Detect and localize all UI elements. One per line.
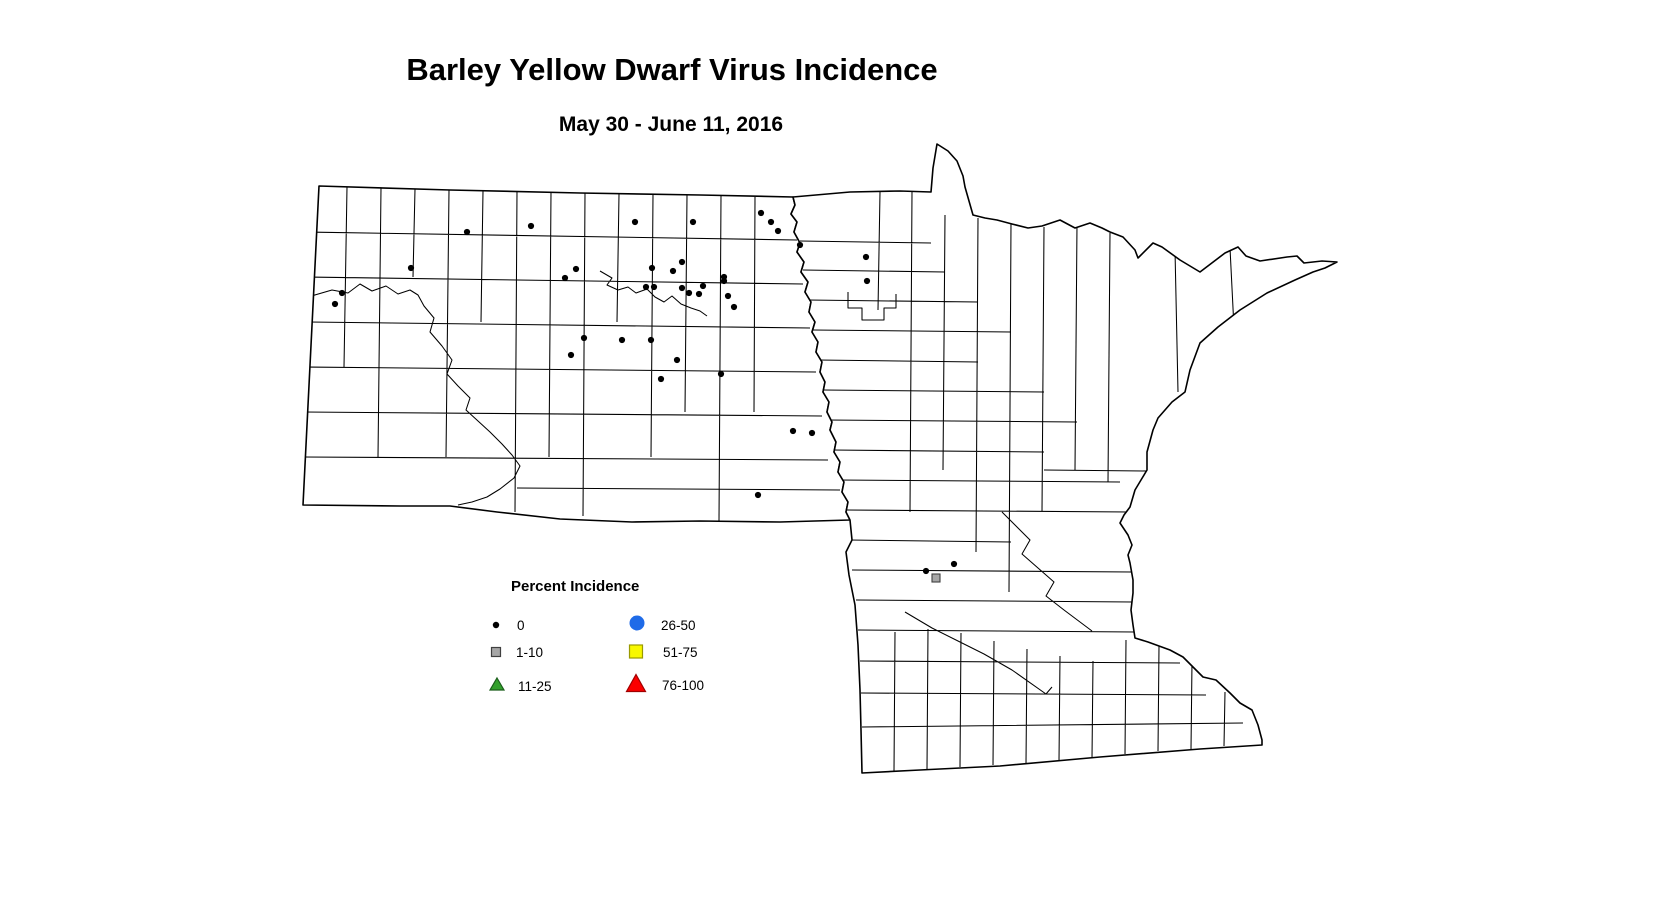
legend-label-26-50: 26-50	[661, 618, 696, 633]
map-point-dot-0	[647, 336, 655, 344]
legend-label-11-25: 11-25	[518, 679, 552, 694]
map-point-dot-0	[618, 336, 626, 344]
map-point-dot-0	[631, 218, 639, 226]
legend-symbol-dot-0	[492, 621, 500, 629]
map-point-dot-0	[657, 375, 665, 383]
map-point-dot-0	[724, 292, 732, 300]
map-point-dot-0	[796, 241, 804, 249]
map-point-dot-0	[648, 264, 656, 272]
map-point-dot-0	[673, 356, 681, 364]
map-point-dot-0	[699, 282, 707, 290]
map-point-dot-0	[789, 427, 797, 435]
map-point-dot-0	[338, 289, 346, 297]
map-point-dot-0	[730, 303, 738, 311]
minnesota-shape	[790, 143, 1338, 774]
map-point-square-1-10	[931, 573, 941, 583]
map-point-dot-0	[720, 277, 728, 285]
map-point-dot-0	[463, 228, 471, 236]
map-point-dot-0	[689, 218, 697, 226]
map-points-layer	[331, 209, 958, 583]
legend-symbol-square-1-10	[490, 646, 502, 658]
map-point-dot-0	[922, 567, 930, 575]
legend-label-1-10: 1-10	[516, 645, 543, 660]
map-point-dot-0	[695, 290, 703, 298]
figure-subtitle: May 30 - June 11, 2016	[559, 113, 783, 136]
map-point-dot-0	[527, 222, 535, 230]
map-point-dot-0	[808, 429, 816, 437]
legend: Percent Incidence 0 1-10 11-25 26-50 51-…	[488, 578, 704, 694]
map-point-dot-0	[678, 284, 686, 292]
map-point-dot-0	[642, 283, 650, 291]
legend-label-0: 0	[517, 618, 525, 633]
map-point-dot-0	[572, 265, 580, 273]
map-point-dot-0	[331, 300, 339, 308]
map-point-dot-0	[757, 209, 765, 217]
map-point-dot-0	[754, 491, 762, 499]
map-point-dot-0	[669, 267, 677, 275]
map-point-dot-0	[950, 560, 958, 568]
map-point-dot-0	[407, 264, 415, 272]
legend-title: Percent Incidence	[511, 578, 639, 595]
map-point-dot-0	[767, 218, 775, 226]
map-point-dot-0	[678, 258, 686, 266]
legend-symbol-triangle-76-100	[625, 673, 647, 693]
map-point-dot-0	[717, 370, 725, 378]
figure-title: Barley Yellow Dwarf Virus Incidence	[406, 52, 937, 87]
map-point-dot-0	[774, 227, 782, 235]
map-point-dot-0	[580, 334, 588, 342]
map-point-dot-0	[561, 274, 569, 282]
legend-label-76-100: 76-100	[662, 678, 704, 693]
map-point-dot-0	[685, 289, 693, 297]
minnesota-county-lines	[799, 191, 1244, 772]
legend-symbol-square-51-75	[628, 644, 644, 659]
legend-label-51-75: 51-75	[663, 645, 698, 660]
map-point-dot-0	[863, 277, 871, 285]
legend-symbol-circle-26-50	[629, 615, 645, 631]
map-point-dot-0	[650, 283, 658, 291]
legend-symbol-triangle-11-25	[488, 676, 506, 691]
map-point-dot-0	[862, 253, 870, 261]
north-dakota-county-lines	[303, 186, 841, 522]
map-point-dot-0	[567, 351, 575, 359]
